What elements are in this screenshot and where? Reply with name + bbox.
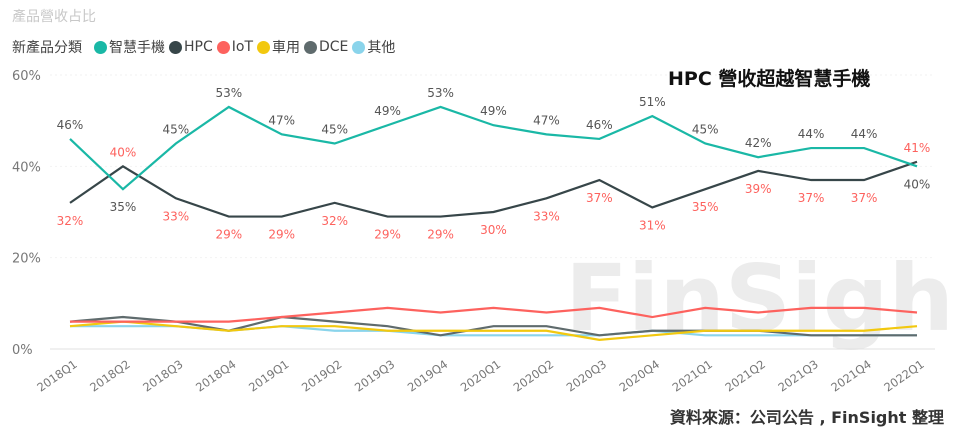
legend-label: 智慧手機 [109, 40, 165, 56]
legend-label: 車用 [272, 40, 300, 56]
legend-dot-icon [94, 40, 107, 54]
data-label: 46% [57, 118, 84, 132]
y-tick-label: 60% [12, 69, 41, 84]
data-label: 47% [268, 113, 295, 127]
legend-label: 其他 [367, 40, 396, 56]
data-label: 41% [904, 141, 931, 155]
legend-dot-icon [352, 40, 366, 54]
x-tick-label: 2021Q4 [828, 357, 873, 395]
series-line-HPC [69, 160, 918, 218]
legend-dot-icon [304, 40, 317, 54]
data-label: 42% [745, 136, 772, 150]
headline: HPC 營收超越智慧手機 [668, 68, 871, 90]
legend-dot-icon [169, 40, 182, 54]
data-label: 30% [480, 223, 507, 237]
x-tick-label: 2018Q4 [193, 357, 238, 395]
data-label: 39% [745, 182, 772, 196]
data-label: 44% [851, 127, 878, 141]
data-label: 47% [533, 113, 560, 127]
series-line-車用 [69, 320, 918, 341]
data-label: 49% [480, 104, 507, 118]
chart-title: 產品營收占比 [12, 9, 96, 25]
watermark: FinSight [565, 245, 954, 352]
legend-item[interactable]: 車用 [257, 37, 300, 57]
data-label: 37% [798, 191, 825, 205]
x-tick-label: 2018Q2 [87, 357, 132, 395]
x-tick-label: 2021Q3 [775, 357, 820, 395]
x-tick-label: 2019Q1 [246, 357, 291, 395]
data-label: 31% [639, 218, 666, 232]
x-tick-label: 2018Q3 [140, 357, 185, 395]
data-label: 33% [533, 209, 560, 223]
x-tick-label: 2022Q1 [881, 357, 926, 395]
legend-label: IoT [231, 39, 253, 55]
x-tick-label: 2019Q4 [405, 357, 450, 395]
data-label: 29% [215, 228, 242, 242]
x-tick-label: 2021Q2 [722, 357, 767, 395]
x-tick-label: 2020Q4 [617, 357, 662, 395]
x-tick-label: 2019Q2 [299, 357, 344, 395]
legend-item[interactable]: 智慧手機 [94, 37, 165, 57]
data-label: 29% [427, 228, 454, 242]
data-label: 46% [586, 118, 613, 132]
legend-label: HPC [184, 39, 213, 55]
data-label: 29% [268, 228, 295, 242]
legend-item[interactable]: DCE [304, 37, 348, 57]
legend: 新產品分類 智慧手機 HPC IoT 車用 DCE 其他 [12, 37, 399, 57]
y-tick-label: 0% [12, 343, 33, 358]
legend-dot-icon [257, 40, 270, 54]
data-label: 49% [374, 104, 401, 118]
data-label: 45% [163, 123, 190, 137]
data-label: 32% [57, 214, 84, 228]
data-label: 37% [586, 191, 613, 205]
series-line-智慧手機 [69, 105, 918, 191]
series-line-IoT [70, 306, 918, 323]
y-tick-label: 40% [12, 160, 41, 175]
source-note: 資料來源：公司公告 , FinSight 整理 [669, 408, 944, 427]
legend-item[interactable]: IoT [216, 37, 253, 57]
data-label: 35% [692, 200, 719, 214]
x-tick-label: 2020Q3 [564, 357, 609, 395]
legend-item[interactable]: 其他 [352, 37, 395, 57]
data-label: 40% [904, 177, 931, 191]
data-label: 53% [215, 86, 242, 100]
y-tick-label: 20% [12, 252, 41, 267]
data-label: 51% [639, 95, 666, 109]
x-tick-label: 2019Q3 [352, 357, 397, 395]
data-label: 35% [110, 200, 137, 214]
legend-label: DCE [319, 39, 349, 55]
data-label: 40% [110, 145, 137, 159]
data-label: 37% [851, 191, 878, 205]
data-label: 44% [798, 127, 825, 141]
legend-title: 新產品分類 [12, 40, 82, 56]
data-label: 32% [321, 214, 348, 228]
legend-dot-icon [216, 40, 230, 54]
x-tick-label: 2020Q2 [511, 357, 556, 395]
legend-item[interactable]: HPC [169, 37, 213, 57]
series-line-DCE [69, 315, 917, 337]
data-label: 45% [321, 123, 348, 137]
data-label: 33% [163, 209, 190, 223]
x-tick-label: 2020Q1 [458, 357, 503, 395]
x-tick-label: 2018Q1 [34, 357, 79, 395]
x-tick-label: 2021Q1 [670, 357, 715, 395]
data-label: 45% [692, 123, 719, 137]
data-label: 53% [427, 86, 454, 100]
data-label: 29% [374, 228, 401, 242]
